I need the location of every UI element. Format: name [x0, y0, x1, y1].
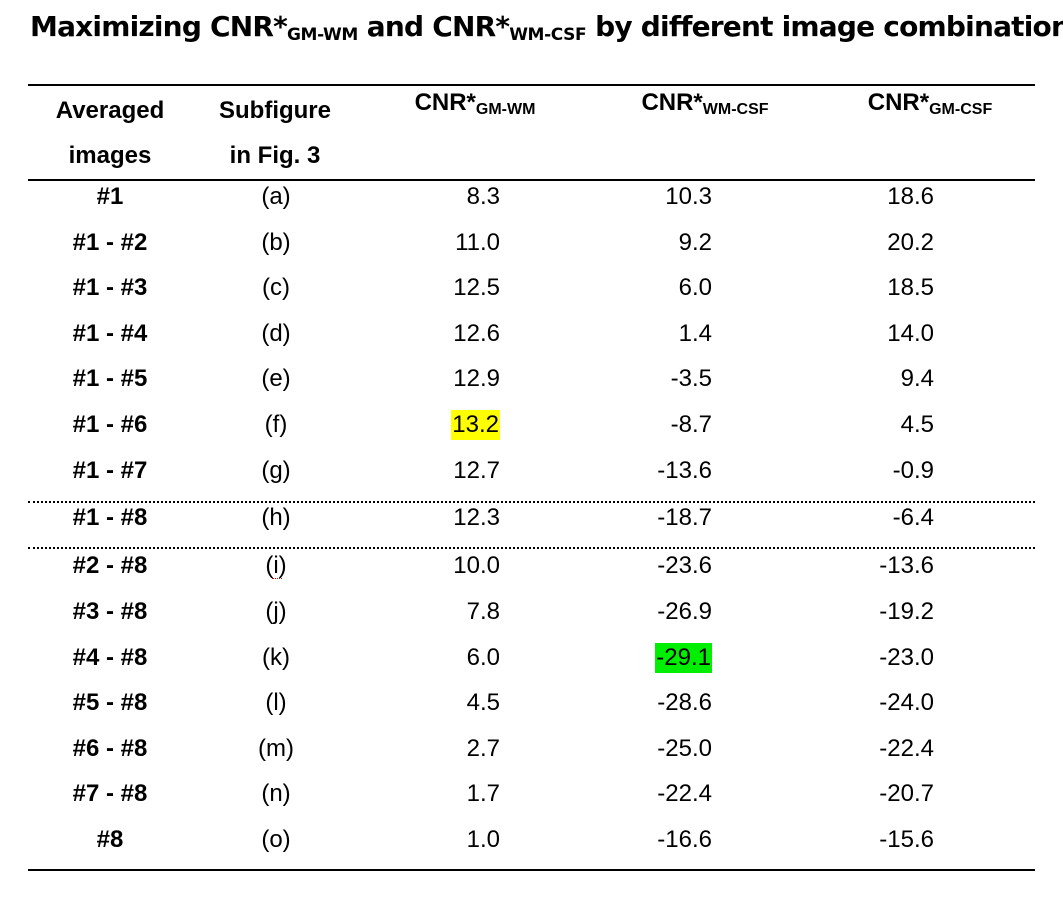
cell-cnr-gm-csf: -23.0 — [879, 644, 934, 671]
spellcheck-squiggle — [272, 574, 282, 579]
highlight-max-gm-wm: 13.2 — [451, 410, 500, 440]
cell-cnr-gm-wm: 1.7 — [466, 780, 500, 807]
cell-cnr-gm-wm: 7.8 — [466, 598, 500, 625]
cell-cnr-gm-csf: 14.0 — [887, 320, 934, 347]
highlight-max-wm-csf: -29.1 — [655, 643, 712, 673]
cell-cnr-wm-csf: -16.6 — [657, 826, 712, 853]
cell-cnr-wm-csf: -25.0 — [657, 735, 712, 762]
cell-subfigure: (c) — [262, 274, 290, 301]
cell-averaged-images: #8 — [96, 826, 124, 853]
cell-subfigure: (o) — [261, 826, 291, 853]
cell-cnr-gm-wm: 12.9 — [453, 365, 500, 392]
cell-subfigure: (n) — [261, 780, 291, 807]
cell-cnr-gm-wm: 12.6 — [453, 320, 500, 347]
table-title: Maximizing CNR*GM-WM and CNR*WM-CSF by d… — [30, 10, 1063, 45]
cell-subfigure: (d) — [261, 320, 291, 347]
header-rule — [28, 179, 1035, 181]
header-averaged-images: Averaged images — [55, 97, 165, 169]
header-cnr-gm-wm: CNR*GM-WM — [414, 89, 536, 118]
header-subfigure: Subfigure in Fig. 3 — [219, 97, 331, 169]
cell-cnr-gm-wm: 2.7 — [466, 735, 500, 762]
cell-cnr-gm-csf: -20.7 — [879, 780, 934, 807]
cell-cnr-wm-csf: -8.7 — [670, 411, 712, 438]
top-rule — [28, 84, 1035, 86]
cell-cnr-gm-wm: 13.2 — [380, 410, 500, 440]
cell-cnr-gm-wm: 6.0 — [466, 644, 500, 671]
cell-cnr-gm-wm: 4.5 — [466, 689, 500, 716]
cell-cnr-gm-csf: -0.9 — [892, 457, 934, 484]
bottom-rule — [28, 869, 1035, 871]
cell-cnr-gm-csf: 18.5 — [887, 274, 934, 301]
cell-cnr-gm-wm: 1.0 — [466, 826, 500, 853]
cell-averaged-images: #2 - #8 — [72, 552, 148, 579]
cell-averaged-images: #5 - #8 — [72, 689, 148, 716]
cell-cnr-gm-csf: 18.6 — [887, 183, 934, 210]
cell-averaged-images: #1 — [96, 183, 124, 210]
cell-averaged-images: #1 - #3 — [72, 274, 148, 301]
cell-cnr-wm-csf: 10.3 — [665, 183, 712, 210]
cell-averaged-images: #1 - #2 — [72, 229, 148, 256]
cell-cnr-wm-csf: 1.4 — [678, 320, 712, 347]
header-cnr-wm-csf: CNR*WM-CSF — [641, 89, 769, 118]
cell-subfigure: (m) — [258, 735, 294, 762]
cell-cnr-gm-csf: 9.4 — [900, 365, 934, 392]
cell-cnr-wm-csf: -13.6 — [657, 457, 712, 484]
cell-subfigure: (a) — [261, 183, 291, 210]
cell-subfigure: (g) — [261, 457, 291, 484]
cell-cnr-wm-csf: -28.6 — [657, 689, 712, 716]
cell-averaged-images: #1 - #8 — [72, 504, 148, 531]
cell-cnr-gm-csf: 4.5 — [900, 411, 934, 438]
cell-subfigure: (j) — [265, 598, 287, 625]
cell-cnr-wm-csf: -3.5 — [670, 365, 712, 392]
cell-cnr-gm-csf: -6.4 — [892, 504, 934, 531]
cell-cnr-wm-csf: -22.4 — [657, 780, 712, 807]
cell-averaged-images: #3 - #8 — [72, 598, 148, 625]
cell-subfigure: (e) — [261, 365, 291, 392]
dotted-separator-2 — [28, 547, 1035, 549]
cell-cnr-wm-csf: -29.1 — [592, 643, 712, 673]
dotted-separator-1 — [28, 501, 1035, 503]
cell-cnr-gm-wm: 12.5 — [453, 274, 500, 301]
cell-averaged-images: #1 - #4 — [72, 320, 148, 347]
cell-cnr-wm-csf: -18.7 — [657, 504, 712, 531]
cell-cnr-gm-csf: -22.4 — [879, 735, 934, 762]
cell-averaged-images: #1 - #7 — [72, 457, 148, 484]
header-cnr-gm-csf: CNR*GM-CSF — [867, 89, 993, 118]
cell-subfigure: (b) — [261, 229, 291, 256]
cell-cnr-gm-wm: 10.0 — [453, 552, 500, 579]
cell-subfigure: (h) — [261, 504, 291, 531]
cell-cnr-wm-csf: 9.2 — [678, 229, 712, 256]
cell-cnr-gm-csf: -19.2 — [879, 598, 934, 625]
cell-cnr-gm-csf: 20.2 — [887, 229, 934, 256]
cell-averaged-images: #6 - #8 — [72, 735, 148, 762]
cell-cnr-wm-csf: -26.9 — [657, 598, 712, 625]
cell-cnr-wm-csf: 6.0 — [678, 274, 712, 301]
cell-cnr-gm-csf: -24.0 — [879, 689, 934, 716]
cell-averaged-images: #7 - #8 — [72, 780, 148, 807]
cell-cnr-gm-csf: -15.6 — [879, 826, 934, 853]
cell-cnr-gm-wm: 11.0 — [455, 229, 500, 256]
cell-averaged-images: #1 - #5 — [72, 365, 148, 392]
cell-cnr-gm-wm: 12.3 — [453, 504, 500, 531]
cell-averaged-images: #4 - #8 — [72, 644, 148, 671]
cell-subfigure: (l) — [265, 689, 287, 716]
cell-subfigure: (k) — [262, 644, 290, 671]
cell-cnr-gm-wm: 8.3 — [466, 183, 500, 210]
cell-cnr-wm-csf: -23.6 — [657, 552, 712, 579]
cell-subfigure: (f) — [264, 411, 288, 438]
cell-averaged-images: #1 - #6 — [72, 411, 148, 438]
cell-cnr-gm-wm: 12.7 — [453, 457, 500, 484]
cell-subfigure: (i) — [265, 552, 287, 579]
cell-cnr-gm-csf: -13.6 — [879, 552, 934, 579]
